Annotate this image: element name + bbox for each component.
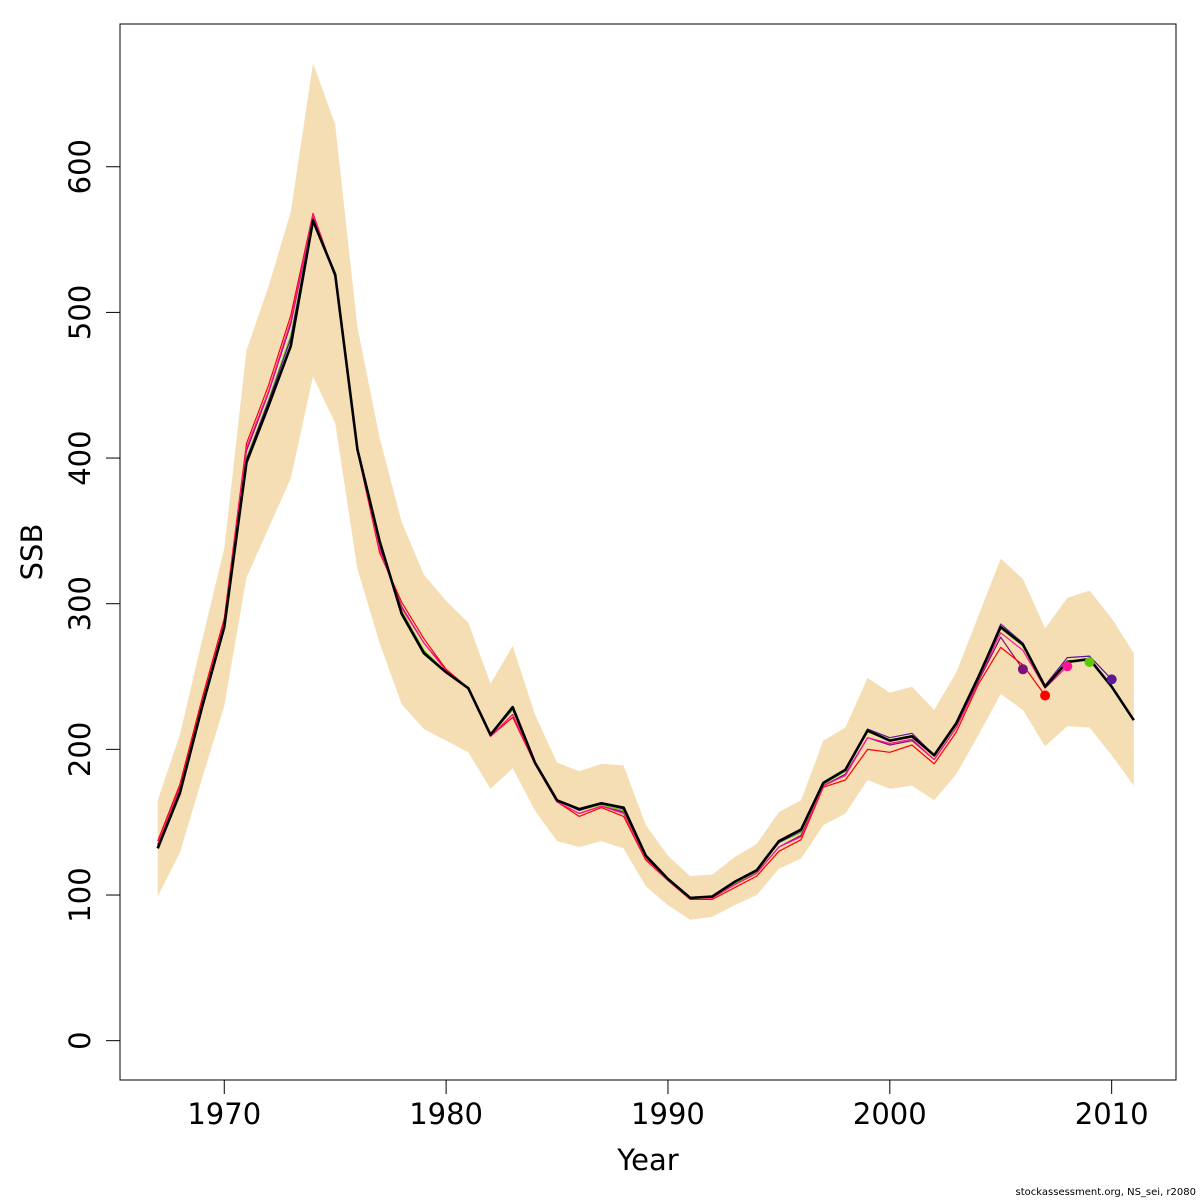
- terminal-point-2010: [1106, 674, 1117, 685]
- x-tick-label-1980: 1980: [409, 1097, 483, 1131]
- series-line-final-assessment: [156, 219, 1135, 900]
- series-layer: [156, 212, 1135, 901]
- x-axis-title: Year: [616, 1143, 678, 1177]
- plot-frame: [119, 23, 1177, 1081]
- x-tick-label-1990: 1990: [631, 1097, 705, 1131]
- y-axis: 0 100 200 300 400 500 600: [63, 139, 121, 1050]
- terminal-point-2006: [1017, 664, 1028, 675]
- x-tick-label-2000: 2000: [853, 1097, 927, 1131]
- y-tick-label-400: 400: [63, 430, 97, 485]
- y-tick-label-600: 600: [63, 139, 97, 194]
- terminal-points-layer: [1017, 657, 1117, 701]
- y-tick-label-500: 500: [63, 285, 97, 340]
- y-tick-label-100: 100: [63, 867, 97, 922]
- terminal-point-2008: [1062, 661, 1073, 672]
- series-line-retro-2008: [157, 214, 1068, 899]
- terminal-point-2009: [1084, 657, 1095, 667]
- terminal-point-2007: [1040, 690, 1051, 701]
- x-tick-label-2010: 2010: [1075, 1097, 1149, 1131]
- y-axis-title: SSB: [15, 524, 49, 581]
- x-tick-label-1970: 1970: [187, 1097, 261, 1131]
- y-tick-label-200: 200: [63, 722, 97, 777]
- y-tick-label-300: 300: [63, 576, 97, 631]
- credit-text: stockassessment.org, NS_sei, r2080: [1015, 1187, 1196, 1198]
- confidence-band-layer: [157, 63, 1134, 920]
- y-tick-label-0: 0: [63, 1031, 97, 1049]
- confidence-band: [157, 63, 1134, 920]
- x-axis: 1970 1980 1990 2000 2010: [187, 1079, 1149, 1131]
